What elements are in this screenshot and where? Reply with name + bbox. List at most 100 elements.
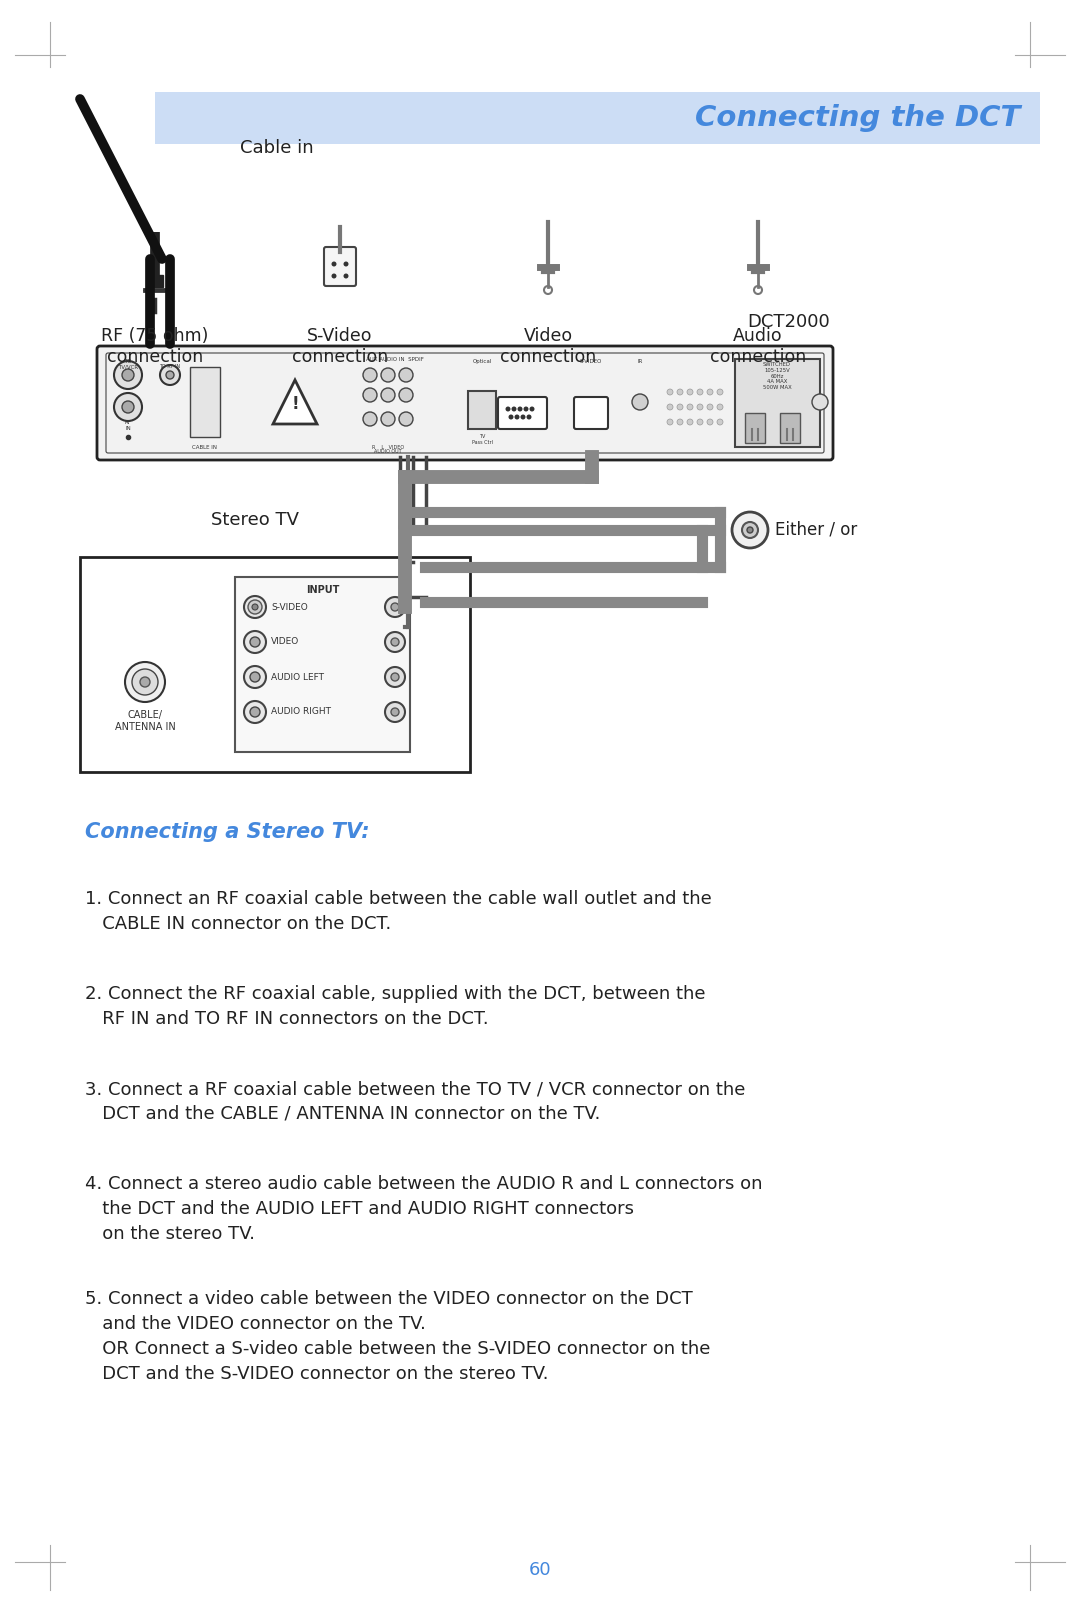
Circle shape <box>667 419 673 426</box>
Circle shape <box>114 361 141 388</box>
Circle shape <box>252 604 258 609</box>
Text: 1. Connect an RF coaxial cable between the cable wall outlet and the
   CABLE IN: 1. Connect an RF coaxial cable between t… <box>85 890 712 933</box>
Circle shape <box>707 388 713 395</box>
Circle shape <box>697 419 703 426</box>
Circle shape <box>677 419 683 426</box>
Text: TO RF IN: TO RF IN <box>160 364 180 369</box>
Bar <box>147 276 163 287</box>
Circle shape <box>114 393 141 421</box>
Text: Connecting the DCT: Connecting the DCT <box>694 105 1020 132</box>
Circle shape <box>381 413 395 426</box>
Bar <box>780 413 800 443</box>
Text: Video
connection: Video connection <box>500 327 596 366</box>
FancyBboxPatch shape <box>97 347 833 459</box>
Circle shape <box>166 371 174 379</box>
Circle shape <box>343 274 349 279</box>
FancyBboxPatch shape <box>324 247 356 285</box>
Circle shape <box>687 405 693 409</box>
Circle shape <box>517 406 523 411</box>
Circle shape <box>697 405 703 409</box>
Text: AUDIO RIGHT: AUDIO RIGHT <box>271 708 330 716</box>
Bar <box>735 359 820 447</box>
FancyBboxPatch shape <box>573 397 608 429</box>
Circle shape <box>160 364 180 385</box>
Text: AUDIO OUT: AUDIO OUT <box>374 450 402 455</box>
Circle shape <box>384 632 405 651</box>
Circle shape <box>399 388 413 401</box>
Circle shape <box>687 388 693 395</box>
Text: INPUT: INPUT <box>306 585 339 595</box>
Text: TV
Pass Ctrl: TV Pass Ctrl <box>472 434 492 445</box>
Circle shape <box>717 419 723 426</box>
Polygon shape <box>273 380 318 424</box>
Circle shape <box>391 638 399 646</box>
Circle shape <box>512 406 516 411</box>
Text: Connecting a Stereo TV:: Connecting a Stereo TV: <box>85 822 369 841</box>
Bar <box>745 413 765 443</box>
Circle shape <box>249 708 260 717</box>
Circle shape <box>707 419 713 426</box>
Circle shape <box>391 603 399 611</box>
Text: S-VIDEO: S-VIDEO <box>271 603 308 611</box>
Circle shape <box>244 596 266 617</box>
Bar <box>235 577 410 753</box>
Circle shape <box>399 368 413 382</box>
Circle shape <box>122 369 134 380</box>
Text: R    L   VIDEO: R L VIDEO <box>372 445 404 450</box>
Circle shape <box>248 600 262 614</box>
Circle shape <box>244 701 266 724</box>
Circle shape <box>717 405 723 409</box>
Circle shape <box>332 261 337 266</box>
Text: CABLE IN: CABLE IN <box>192 445 217 450</box>
Circle shape <box>505 406 511 411</box>
Text: S-VIDEO: S-VIDEO <box>580 359 603 364</box>
Circle shape <box>399 413 413 426</box>
Circle shape <box>244 666 266 688</box>
Text: RF
IN: RF IN <box>124 421 132 430</box>
Circle shape <box>381 368 395 382</box>
Text: SWITCHED
105-125V
60Hz
4A MAX
500W MAX: SWITCHED 105-125V 60Hz 4A MAX 500W MAX <box>762 363 792 390</box>
Circle shape <box>140 677 150 687</box>
Text: DCT2000: DCT2000 <box>747 313 831 330</box>
Circle shape <box>363 368 377 382</box>
Circle shape <box>544 285 552 293</box>
Circle shape <box>687 419 693 426</box>
Circle shape <box>521 414 526 419</box>
Text: Cable in: Cable in <box>240 139 313 156</box>
Circle shape <box>732 513 768 548</box>
Text: !: ! <box>292 395 299 413</box>
Text: Either / or: Either / or <box>775 521 858 538</box>
Text: 2. Connect the RF coaxial cable, supplied with the DCT, between the
   RF IN and: 2. Connect the RF coaxial cable, supplie… <box>85 985 705 1028</box>
Text: CABLE/
ANTENNA IN: CABLE/ ANTENNA IN <box>114 709 175 732</box>
Circle shape <box>125 663 165 701</box>
Circle shape <box>132 669 158 695</box>
Circle shape <box>527 414 531 419</box>
Bar <box>190 368 220 437</box>
Bar <box>156 92 1040 143</box>
Text: 4. Connect a stereo audio cable between the AUDIO R and L connectors on
   the D: 4. Connect a stereo audio cable between … <box>85 1175 762 1243</box>
Text: 5. Connect a video cable between the VIDEO connector on the DCT
   and the VIDEO: 5. Connect a video cable between the VID… <box>85 1290 711 1383</box>
Circle shape <box>717 388 723 395</box>
Circle shape <box>524 406 528 411</box>
Circle shape <box>363 413 377 426</box>
Circle shape <box>391 708 399 716</box>
Bar <box>80 558 470 772</box>
Circle shape <box>249 672 260 682</box>
Text: AUX AUDIO IN  SPDIF: AUX AUDIO IN SPDIF <box>366 356 424 363</box>
Bar <box>468 392 496 429</box>
Circle shape <box>381 388 395 401</box>
Circle shape <box>529 406 535 411</box>
Text: AUDIO LEFT: AUDIO LEFT <box>271 672 324 682</box>
Circle shape <box>707 405 713 409</box>
Text: RF (75 ohm)
connection: RF (75 ohm) connection <box>102 327 208 366</box>
Circle shape <box>514 414 519 419</box>
Circle shape <box>384 701 405 722</box>
Text: Optical: Optical <box>472 359 491 364</box>
Circle shape <box>812 393 828 409</box>
Circle shape <box>632 393 648 409</box>
Text: IR: IR <box>637 359 643 364</box>
Circle shape <box>667 388 673 395</box>
Text: Stereo TV: Stereo TV <box>211 511 299 529</box>
FancyBboxPatch shape <box>498 397 546 429</box>
Circle shape <box>384 596 405 617</box>
